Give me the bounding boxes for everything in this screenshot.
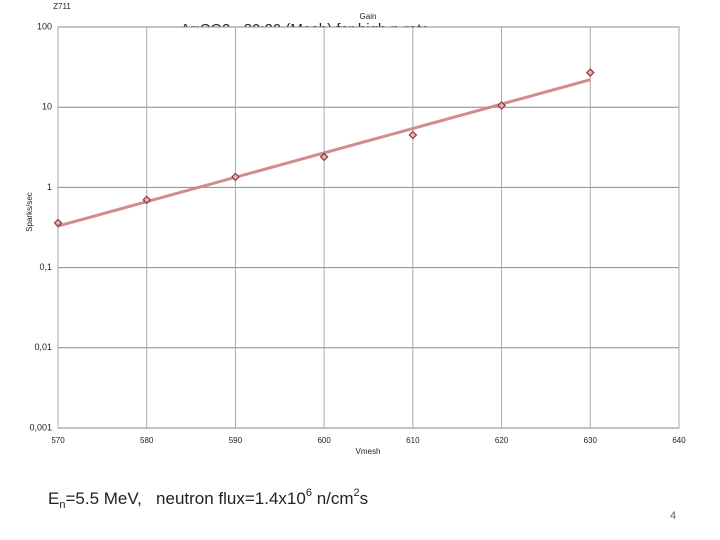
y-tick-label: 100	[37, 21, 52, 31]
x-tick-label: 590	[229, 436, 243, 445]
x-axis-label: Vmesh	[356, 447, 381, 456]
footnote-sup: 6	[306, 487, 312, 499]
x-tick-label: 620	[495, 436, 509, 445]
footnote-part: s	[360, 489, 369, 508]
x-tick-label: 580	[140, 436, 154, 445]
y-tick-label: 10	[42, 102, 52, 112]
data-point	[497, 101, 506, 110]
data-point	[231, 172, 240, 182]
x-tick-label: 600	[317, 436, 331, 445]
y-tick-label: 0,1	[39, 262, 52, 272]
footnote-part: E	[48, 489, 59, 508]
y-axis-label: Sparks/sec	[25, 192, 34, 232]
data-point	[319, 152, 329, 162]
chart-header: Z711	[53, 2, 71, 11]
y-tick-label: 0,01	[34, 342, 52, 352]
footnote: En=5.5 MeV, neutron flux=1.4x106 n/cm2s	[48, 487, 368, 511]
y-tick-label: 1	[47, 182, 52, 192]
plot-area	[57, 26, 680, 429]
chart-subtitle: Gain	[360, 12, 377, 21]
y-tick-label: 0,001	[29, 422, 52, 432]
data-point	[585, 68, 595, 77]
x-tick-label: 570	[51, 436, 65, 445]
data-point	[408, 130, 418, 140]
data-point	[53, 218, 63, 228]
footnote-part: =5.5 MeV, neutron flux=1.4x10	[65, 489, 305, 508]
x-tick-label: 630	[584, 436, 598, 445]
footnote-sub: n	[59, 499, 65, 511]
footnote-part: n/cm	[312, 489, 354, 508]
footnote-sup: 2	[354, 487, 360, 499]
page-number: 4	[670, 510, 676, 522]
x-tick-label: 640	[672, 436, 686, 445]
data-point	[142, 195, 152, 205]
x-tick-label: 610	[406, 436, 420, 445]
